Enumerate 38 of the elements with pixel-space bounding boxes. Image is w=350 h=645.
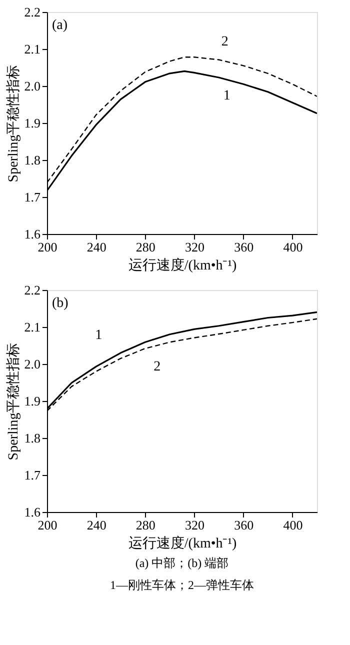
y-tick-label: 2.2: [24, 4, 40, 20]
y-tick-label: 2.2: [24, 282, 40, 298]
series-label: 1: [223, 88, 230, 104]
y-tick-label: 1.9: [24, 394, 40, 408]
y-tick-label: 1.9: [24, 116, 40, 130]
x-tick-label: 320: [185, 240, 205, 254]
text: 1—刚性车体；2—弹性车体: [110, 578, 254, 592]
y-tick-label: 1.8: [24, 152, 40, 168]
y-tick-label: 1.7: [24, 190, 41, 204]
series-label: 1: [95, 328, 102, 343]
x-axis-title: 运行速度/(km•h⁻¹): [128, 536, 237, 552]
y-axis-title: Sperling平稳性指标: [5, 342, 22, 460]
x-tick-label: 320: [185, 518, 205, 532]
y-tick-label: 2.1: [24, 320, 40, 334]
series-label: 2: [154, 359, 161, 374]
chart-title: (b): [52, 296, 69, 311]
x-tick-label: 360: [234, 518, 254, 532]
x-tick-label: 400: [283, 518, 303, 532]
x-tick-label: 200: [38, 518, 58, 532]
x-tick-label: 240: [86, 240, 106, 254]
y-tick-label: 1.6: [24, 226, 41, 242]
text: (a) 中部；(b) 端部: [135, 556, 229, 570]
y-tick-label: 1.6: [24, 504, 41, 520]
x-axis-title: 运行速度/(km•h⁻¹): [128, 258, 237, 274]
y-tick-label: 2.0: [24, 78, 40, 94]
y-tick-label: 2.0: [24, 356, 40, 372]
y-tick-label: 2.1: [24, 42, 40, 56]
x-tick-label: 200: [38, 240, 58, 254]
x-tick-label: 280: [136, 240, 156, 254]
y-tick-label: 1.8: [24, 430, 40, 446]
x-tick-label: 360: [234, 240, 254, 254]
x-tick-label: 240: [86, 518, 106, 532]
x-tick-label: 280: [136, 518, 156, 532]
chart-title: (a): [52, 18, 68, 33]
x-tick-label: 400: [283, 240, 303, 254]
y-axis-title: Sperling平稳性指标: [5, 64, 22, 182]
y-tick-label: 1.7: [24, 468, 41, 482]
series-label: 2: [221, 34, 228, 50]
